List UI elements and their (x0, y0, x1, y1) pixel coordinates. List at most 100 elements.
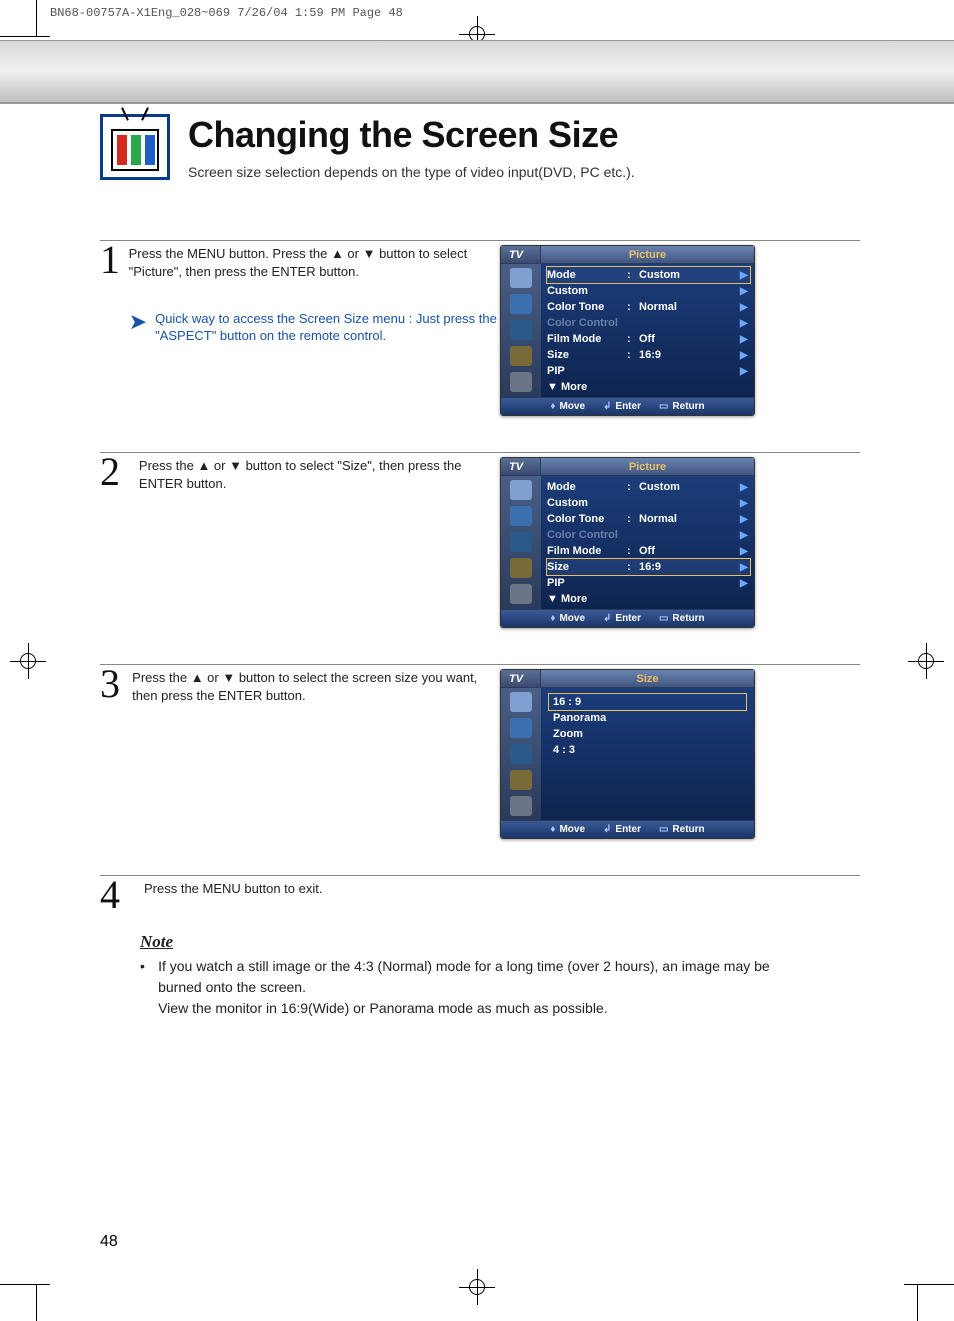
osd-category-icon (510, 480, 532, 500)
osd-category-icon (510, 320, 532, 340)
osd-row-label: Color Tone (547, 513, 627, 525)
osd-category-icon (510, 346, 532, 366)
crop-mark-bottom (467, 1277, 487, 1297)
header-band (0, 40, 954, 104)
osd-category-icon (510, 294, 532, 314)
step-text: Press the ▲ or ▼ button to select "Size"… (139, 455, 500, 493)
osd-menu-row[interactable]: ▼ More (547, 379, 750, 395)
osd-row-value: Custom (635, 269, 740, 281)
osd-row-label: Color Control (547, 317, 627, 329)
crop-line (904, 1284, 954, 1285)
osd-picture-menu-2: TVPictureMode:Custom▶Custom▶Color Tone:N… (500, 457, 755, 628)
osd-menu-row[interactable]: Color Tone:Normal▶ (547, 299, 750, 315)
osd-row-label: Size (547, 349, 627, 361)
osd-header: TVPicture (501, 246, 754, 264)
page-content: Changing the Screen Size Screen size sel… (100, 110, 860, 918)
osd-row-value: 16:9 (635, 561, 740, 573)
bullet-icon: • (140, 956, 150, 1019)
tv-color-bar (131, 135, 141, 165)
enter-icon: ↲ (603, 613, 611, 624)
osd-size-option[interactable]: 4 : 3 (549, 742, 746, 758)
osd-row-label: Color Control (547, 529, 627, 541)
crop-line (0, 1284, 50, 1285)
osd-footer: ♦Move↲Enter▭Return (501, 820, 754, 838)
osd-title: Picture (541, 461, 754, 473)
osd-row-label: Mode (547, 481, 627, 493)
step-text: Press the MENU button to exit. (144, 878, 322, 912)
chevron-right-icon: ▶ (740, 578, 750, 589)
osd-menu-row[interactable]: PIP ▶ (547, 575, 750, 591)
chevron-right-icon: ▶ (740, 302, 750, 313)
osd-menu-row[interactable]: Custom▶ (547, 495, 750, 511)
footer-return: Return (672, 613, 704, 624)
osd-category-icon (510, 532, 532, 552)
osd-row-label: PIP (547, 577, 627, 589)
osd-menu-list: Mode:Custom▶Custom▶Color Tone:Normal▶Col… (541, 264, 754, 397)
osd-size-option[interactable]: Zoom (549, 726, 746, 742)
step-number: 2 (100, 455, 135, 493)
osd-row-value: Off (635, 333, 740, 345)
footer-enter: Enter (615, 824, 641, 835)
note-title: Note (140, 932, 800, 952)
osd-tv-label: TV (501, 670, 541, 687)
chevron-right-icon: ▶ (740, 482, 750, 493)
osd-menu-row[interactable]: Custom▶ (547, 283, 750, 299)
osd-footer: ♦Move↲Enter▭Return (501, 397, 754, 415)
osd-menu-row[interactable]: Film Mode:Off▶ (547, 543, 750, 559)
crop-line (36, 1285, 37, 1321)
tv-color-bar (117, 135, 127, 165)
osd-row-label: Mode (547, 269, 627, 281)
osd-category-icon (510, 770, 532, 790)
chevron-right-icon: ▶ (740, 318, 750, 329)
osd-menu-row[interactable]: Color Control ▶ (547, 527, 750, 543)
return-icon: ▭ (659, 824, 668, 835)
osd-size-option[interactable]: 16 : 9 (549, 694, 746, 710)
step-text: Press the MENU button. Press the ▲ or ▼ … (129, 243, 500, 281)
step-text: Press the ▲ or ▼ button to select the sc… (132, 667, 500, 705)
osd-row-value: Off (635, 545, 740, 557)
osd-category-icon (510, 718, 532, 738)
chevron-right-icon: ▶ (740, 530, 750, 541)
move-icon: ♦ (550, 613, 555, 624)
osd-menu-row[interactable]: Mode:Custom▶ (547, 479, 750, 495)
osd-row-label: PIP (547, 365, 627, 377)
osd-sidebar-icons (501, 264, 541, 397)
osd-menu-row[interactable]: Size:16:9▶ (547, 347, 750, 363)
tip-text: Quick way to access the Screen Size menu… (155, 311, 500, 345)
osd-menu-row[interactable]: Film Mode:Off▶ (547, 331, 750, 347)
osd-category-icon (510, 692, 532, 712)
enter-icon: ↲ (603, 401, 611, 412)
osd-row-label: ▼ More (547, 593, 627, 605)
osd-title: Size (541, 673, 754, 685)
osd-menu-row[interactable]: Color Control ▶ (547, 315, 750, 331)
step-number: 4 (100, 878, 140, 912)
osd-menu-row[interactable]: Size:16:9▶ (547, 559, 750, 575)
enter-icon: ↲ (603, 824, 611, 835)
chevron-right-icon: ▶ (740, 514, 750, 525)
osd-tv-label: TV (501, 458, 541, 475)
osd-row-value: Normal (635, 301, 740, 313)
osd-menu-row[interactable]: Color Tone:Normal▶ (547, 511, 750, 527)
move-icon: ♦ (550, 824, 555, 835)
osd-picture-menu-1: TVPictureMode:Custom▶Custom▶Color Tone:N… (500, 245, 755, 416)
osd-header: TVSize (501, 670, 754, 688)
osd-sidebar-icons (501, 476, 541, 609)
osd-tv-label: TV (501, 246, 541, 263)
osd-size-list: 16 : 9PanoramaZoom4 : 3 (541, 688, 754, 820)
osd-menu-row[interactable]: ▼ More (547, 591, 750, 607)
step-number: 3 (100, 667, 128, 705)
footer-move: Move (559, 613, 585, 624)
osd-category-icon (510, 796, 532, 816)
osd-menu-row[interactable]: Mode:Custom▶ (547, 267, 750, 283)
osd-header: TVPicture (501, 458, 754, 476)
crop-mark-left (18, 651, 38, 671)
osd-row-value: 16:9 (635, 349, 740, 361)
osd-row-value: Custom (635, 481, 740, 493)
osd-row-value: Normal (635, 513, 740, 525)
osd-menu-row[interactable]: PIP▶ (547, 363, 750, 379)
osd-size-option[interactable]: Panorama (549, 710, 746, 726)
note-text: If you watch a still image or the 4:3 (N… (158, 956, 800, 1019)
footer-move: Move (559, 824, 585, 835)
crop-line (36, 0, 37, 36)
chevron-right-icon: ▶ (740, 286, 750, 297)
